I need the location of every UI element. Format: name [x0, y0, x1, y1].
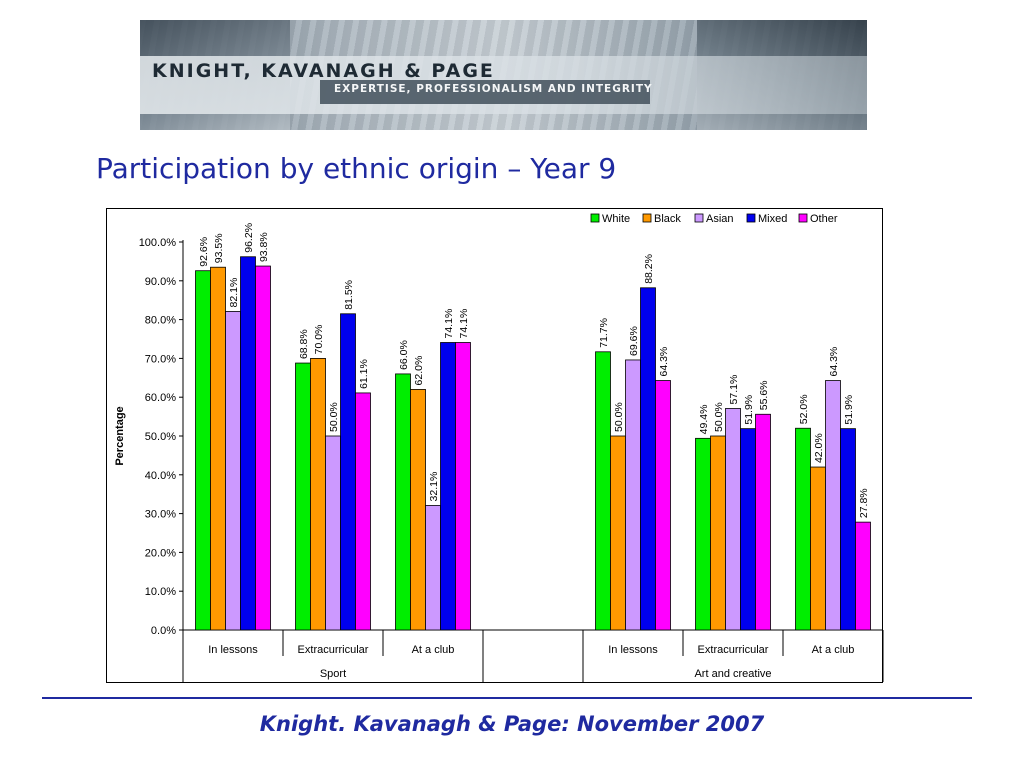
bar-other [255, 265, 271, 631]
banner-firm-name: KNIGHT, KAVANAGH & PAGE [152, 60, 495, 82]
y-tick-label: 50.0% [145, 431, 176, 443]
legend-label: Other [810, 213, 838, 225]
y-axis-title: Percentage [114, 406, 126, 465]
footer-divider [42, 697, 972, 699]
category-label: In lessons [208, 644, 258, 656]
data-label: 69.6% [628, 326, 640, 356]
bar-chart: 0.0% 10.0% 20.0% 30.0% 40.0% 50.0% 60.0% 70.0% 8… [114, 213, 884, 682]
legend-label: Asian [706, 213, 734, 225]
bar-other [855, 521, 871, 631]
legend-swatch-white [590, 213, 600, 223]
bar-white [695, 437, 711, 631]
data-label: 50.0% [713, 402, 725, 432]
legend-label: White [602, 213, 630, 225]
legend-label: Mixed [758, 213, 787, 225]
data-label: 74.1% [458, 309, 470, 339]
data-label: 61.1% [358, 359, 370, 389]
bar-black [210, 266, 226, 631]
y-tick-label: 100.0% [139, 237, 177, 249]
y-tick-label: 0.0% [151, 625, 176, 637]
data-label: 68.8% [298, 329, 310, 359]
bar-asian [325, 435, 341, 631]
data-label: 62.0% [413, 356, 425, 386]
bar-black [710, 435, 726, 631]
bar-asian [225, 311, 241, 631]
bar-asian [725, 408, 741, 631]
legend-label: Black [654, 213, 681, 225]
y-tick-label: 40.0% [145, 470, 176, 482]
bar-other [355, 392, 371, 631]
bar-white [395, 373, 411, 631]
data-label: 50.0% [328, 402, 340, 432]
bar-asian [825, 380, 841, 631]
category-label: In lessons [608, 644, 658, 656]
y-tick-label: 20.0% [145, 547, 176, 559]
bar-mixed [840, 428, 856, 631]
data-label: 82.1% [228, 278, 240, 308]
data-label: 64.3% [658, 347, 670, 377]
data-label: 50.0% [613, 402, 625, 432]
bar-white [195, 270, 211, 631]
data-label: 52.0% [798, 394, 810, 424]
data-label: 64.3% [828, 347, 840, 377]
bar-mixed [740, 428, 756, 631]
data-label: 74.1% [443, 309, 455, 339]
bar-black [810, 466, 826, 631]
data-label: 92.6% [198, 237, 210, 267]
banner-tagline: EXPERTISE, PROFESSIONALISM AND INTEGRITY [334, 83, 653, 95]
data-label: 32.1% [428, 472, 440, 502]
bar-white [795, 427, 811, 631]
group-label: Art and creative [694, 668, 771, 680]
y-tick-label: 90.0% [145, 276, 176, 288]
bar-asian [425, 505, 441, 631]
data-label: 51.9% [843, 395, 855, 425]
data-label: 93.8% [258, 232, 270, 262]
bar-mixed [240, 256, 256, 631]
data-label: 27.8% [858, 488, 870, 518]
y-tick-label: 60.0% [145, 392, 176, 404]
data-label: 42.0% [813, 433, 825, 463]
data-label: 57.1% [728, 375, 740, 405]
legend-swatch-asian [694, 213, 704, 223]
bar-white [295, 362, 311, 631]
data-label: 70.0% [313, 325, 325, 355]
chart-frame: 0.0% 10.0% 20.0% 30.0% 40.0% 50.0% 60.0% 70.0% 8… [106, 208, 884, 683]
data-label: 49.4% [698, 405, 710, 435]
data-label: 96.2% [243, 223, 255, 253]
data-label: 66.0% [398, 340, 410, 370]
category-label: Extracurricular [698, 644, 769, 656]
y-tick-label: 10.0% [145, 586, 176, 598]
data-label: 51.9% [743, 395, 755, 425]
slide-title: Participation by ethnic origin – Year 9 [96, 152, 617, 185]
bar-white [595, 351, 611, 631]
footer-text: Knight. Kavanagh & Page: November 2007 [259, 712, 765, 736]
header-banner: KNIGHT, KAVANAGH & PAGE EXPERTISE, PROFE… [140, 20, 867, 130]
category-label: At a club [812, 644, 855, 656]
data-label: 71.7% [598, 318, 610, 348]
bar-other [455, 342, 471, 631]
legend-swatch-black [642, 213, 652, 223]
data-label: 55.6% [758, 380, 770, 410]
bar-black [610, 435, 626, 631]
group-label: Sport [320, 668, 346, 680]
bar-mixed [440, 342, 456, 631]
legend-swatch-other [798, 213, 808, 223]
y-tick-label: 30.0% [145, 509, 176, 521]
data-label: 88.2% [643, 254, 655, 284]
bar-other [655, 380, 671, 631]
legend-swatch-mixed [746, 213, 756, 223]
bar-asian [625, 359, 641, 631]
y-tick-label: 70.0% [145, 353, 176, 365]
banner-tagline-band [320, 80, 650, 104]
data-label: 93.5% [213, 233, 225, 263]
bar-black [410, 389, 426, 631]
category-label: Extracurricular [298, 644, 369, 656]
bar-other [755, 413, 771, 631]
bar-mixed [340, 313, 356, 631]
bar-black [310, 357, 326, 631]
data-label: 81.5% [343, 280, 355, 310]
bar-mixed [640, 287, 656, 631]
y-tick-label: 80.0% [145, 315, 176, 327]
category-label: At a club [412, 644, 455, 656]
